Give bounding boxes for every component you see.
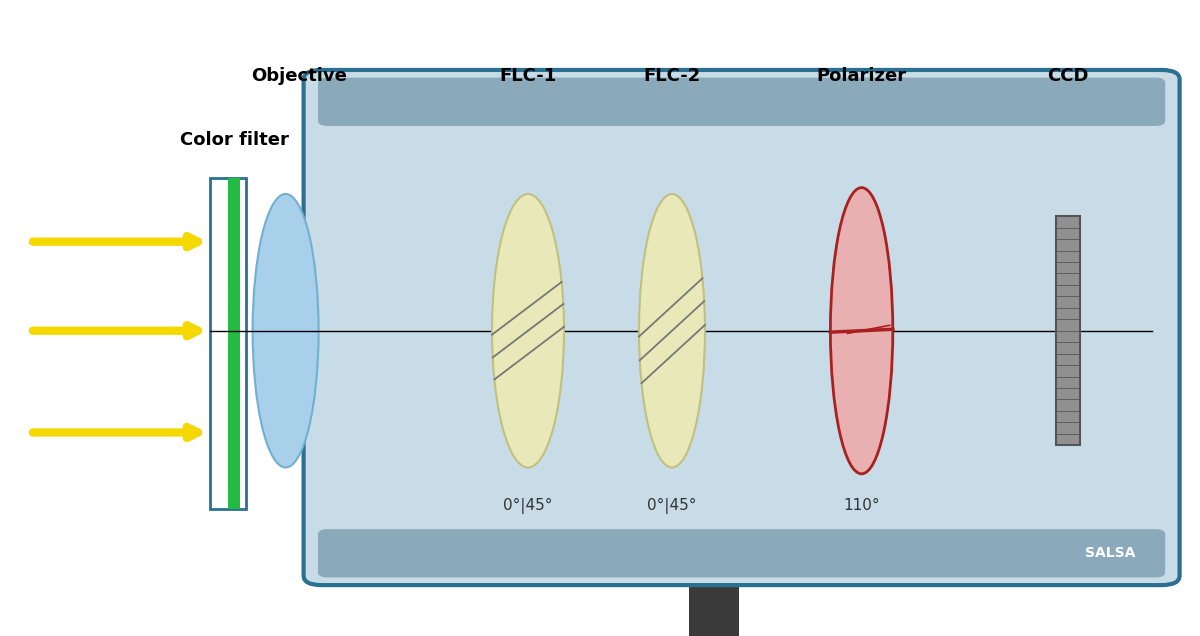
Bar — [689, 569, 739, 636]
Bar — [228, 178, 240, 509]
Text: CCD: CCD — [1048, 67, 1088, 85]
Ellipse shape — [640, 194, 706, 467]
FancyBboxPatch shape — [318, 529, 1165, 577]
Text: Polarizer: Polarizer — [816, 67, 907, 85]
Bar — [210, 178, 246, 509]
Ellipse shape — [252, 194, 319, 467]
Text: FLC-2: FLC-2 — [643, 67, 701, 85]
Text: 0°|45°: 0°|45° — [503, 497, 553, 514]
Text: SALSA: SALSA — [1085, 546, 1135, 560]
Bar — [1056, 216, 1080, 445]
Text: Objective: Objective — [251, 67, 347, 85]
Ellipse shape — [492, 194, 564, 467]
Text: FLC-1: FLC-1 — [499, 67, 557, 85]
Text: 110°: 110° — [844, 498, 880, 513]
FancyBboxPatch shape — [304, 70, 1180, 585]
Ellipse shape — [830, 188, 893, 474]
Text: 0°|45°: 0°|45° — [647, 497, 697, 514]
FancyBboxPatch shape — [318, 78, 1165, 126]
Text: Color filter: Color filter — [180, 132, 288, 149]
